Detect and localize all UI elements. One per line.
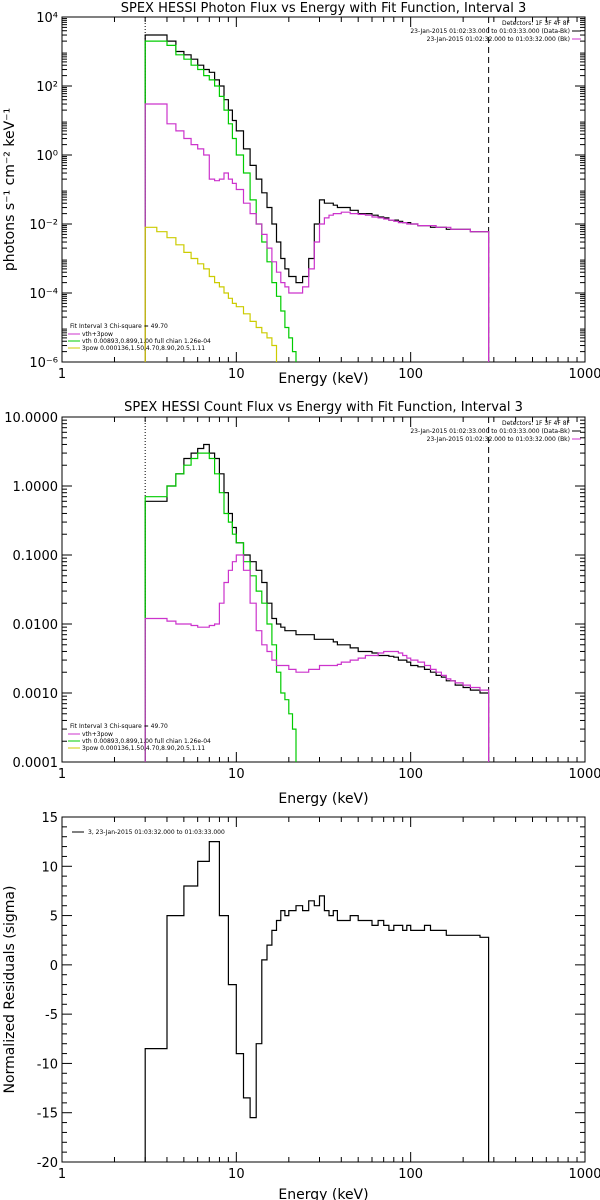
legend-entry-label: vth+3pow [82,331,113,338]
series-line-0 [144,34,490,362]
x-tick-label: 1 [58,367,66,382]
legend-fit-header: Fit Interval 3 Chi-square = 49.70 [70,723,168,730]
x-tick-label: 1 [58,767,66,782]
x-tick-label: 10 [228,1167,245,1182]
chart-title: SPEX HESSI Photon Flux vs Energy with Fi… [121,1,527,16]
y-tick-label: 0.0010 [13,687,59,702]
y-tick-label: 5 [50,910,58,925]
legend-detectors: Detectors: 1F 3F 4F 8F [502,20,571,27]
y-tick-label: -10 [37,1057,58,1072]
y-tick-label: 10² [36,80,58,95]
legend-data-interval: 23-Jan-2015 01:02:33.000 to 01:03:33.000… [410,428,570,435]
legend-entry-label: vth 0.00893,0.899,1.00 full chian 1.26e-… [82,738,211,745]
x-tick-label: 1000 [568,767,600,782]
series-line-1 [144,452,297,762]
y-axis-label: Normalized Residuals (sigma) [2,886,18,1094]
photon-flux-plot: 1 10 100 1000 10⁻⁶ 10⁻⁴ 10⁻² 10⁰ 10² 10⁴ SPEX HESS… [2,1,600,387]
count-flux-plot: 1 10 100 1000 0.0001 0.0010 0.0100 0.1000 1.0000… [4,400,600,807]
legend-bk-interval: 23-Jan-2015 01:02:32.000 to 01:03:32.000… [427,36,570,43]
y-tick-label: 10 [41,860,58,875]
y-tick-label: 10⁻⁶ [29,356,58,371]
chart-title: SPEX HESSI Count Flux vs Energy with Fit… [124,400,523,415]
x-tick-label: 10 [228,367,245,382]
y-tick-label: 0 [50,959,58,974]
x-axis-label: Energy (keV) [278,371,368,387]
y-tick-label: 0.0100 [13,618,59,633]
series-line-2 [144,554,490,762]
y-tick-label: 10⁴ [36,11,58,26]
x-tick-label: 100 [398,1167,423,1182]
legend-fit-header: Fit Interval 3 Chi-square = 49.70 [70,323,168,330]
y-axis-label: photons s⁻¹ cm⁻² keV⁻¹ [2,108,18,271]
legend-data-interval: 23-Jan-2015 01:02:33.000 to 01:03:33.000… [410,28,570,35]
series-line-0 [144,443,490,762]
legend-entry-label: vth 0.00893,0.899,1.00 full chian 1.26e-… [82,338,211,345]
axes-frame [61,16,586,363]
y-tick-label: 10⁻⁴ [29,287,58,302]
series-line-0 [144,841,490,1162]
x-tick-label: 100 [398,767,423,782]
y-tick-label: 10⁻² [29,218,58,233]
legend-label: 3, 23-Jan-2015 01:03:32.000 to 01:03:33.… [88,829,225,836]
y-tick-label: 10⁰ [36,149,58,164]
x-axis-label: Energy (keV) [278,1187,368,1200]
x-tick-label: 1000 [568,1167,600,1182]
x-axis-label: Energy (keV) [278,791,368,807]
y-tick-label: -5 [45,1008,58,1023]
x-tick-label: 10 [228,767,245,782]
residuals-plot: 1 10 100 1000 -20 -15 -10 -5 0 5 10 15 Energy (keV) N… [2,811,600,1200]
y-tick-label: 1.0000 [13,480,59,495]
legend-entry-label: 3pow 0.000136,1.50,4.70,8.90,20.5,1.11 [82,745,205,752]
series-line-3 [144,226,278,362]
legend-detectors: Detectors: 1F 3F 4F 8F [502,420,571,427]
series-line-2 [144,103,490,362]
series-line-1 [144,40,297,362]
y-tick-label: -15 [37,1107,58,1122]
x-tick-label: 100 [398,367,423,382]
x-tick-label: 1 [58,1167,66,1182]
y-tick-label: 15 [41,811,58,826]
legend-bk-interval: 23-Jan-2015 01:02:32.000 to 01:03:32.000… [427,436,570,443]
y-tick-label: 0.0001 [13,756,59,771]
y-tick-label: 0.1000 [13,549,59,564]
x-tick-label: 1000 [568,367,600,382]
legend-entry-label: vth+3pow [82,731,113,738]
axes-frame [61,816,586,1163]
y-tick-label: 10.0000 [4,411,58,426]
legend-entry-label: 3pow 0.000136,1.50,4.70,8.90,20.5,1.11 [82,345,205,352]
y-tick-label: -20 [37,1156,58,1171]
axes-frame [61,416,586,763]
